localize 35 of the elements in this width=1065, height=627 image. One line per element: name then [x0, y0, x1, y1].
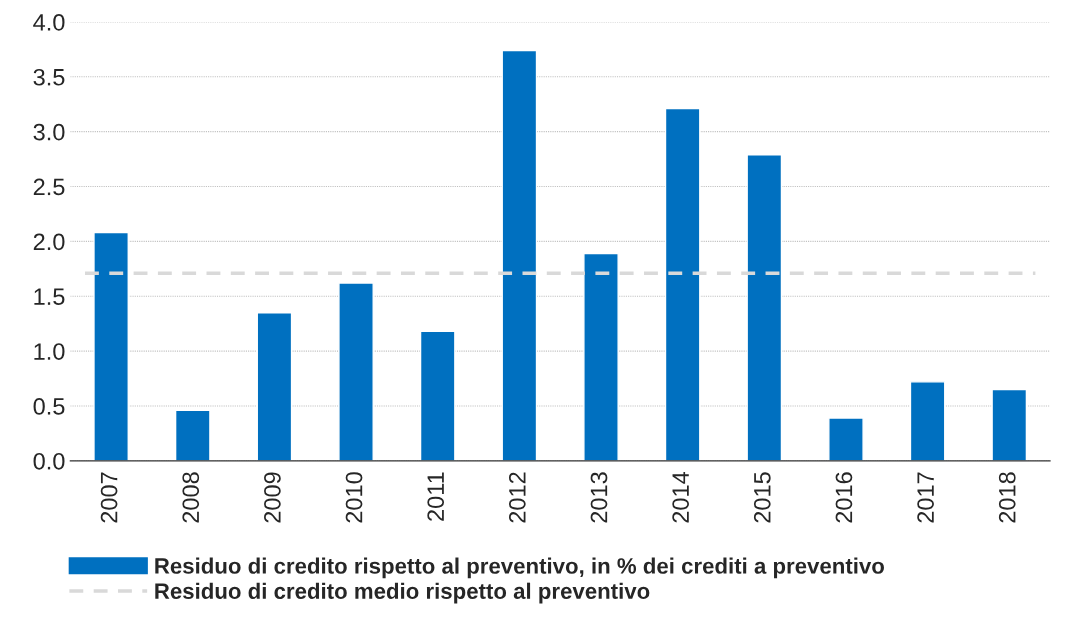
bar — [828, 417, 864, 461]
bar — [174, 409, 211, 461]
bar — [991, 388, 1028, 461]
legend-label: Residuo di credito medio rispetto al preventivo — [155, 582, 650, 604]
x-tick-label: 2011 — [427, 472, 445, 521]
x-tick-label: 2016 — [835, 472, 853, 523]
y-tick-label: 3.0 — [33, 123, 65, 141]
y-tick-label: 1.5 — [34, 288, 65, 306]
x-tick-label: 2007 — [100, 472, 118, 523]
x-tick-label: 2012 — [508, 472, 526, 523]
x-tick-label: 2018 — [998, 472, 1016, 523]
x-tick-label: 2008 — [182, 472, 200, 523]
x-tick-label: 2015 — [753, 472, 771, 523]
bar — [338, 282, 374, 461]
bar — [664, 107, 701, 461]
y-tick-label: 3.5 — [33, 68, 65, 86]
y-tick-label: 0.5 — [33, 398, 65, 415]
bar — [93, 231, 129, 461]
bar — [419, 330, 456, 461]
legend-label: Residuo di credito rispetto al preventivo, in % dei crediti a preventivo — [155, 557, 884, 579]
y-tick-label: 2.0 — [33, 233, 65, 251]
y-tick-label: 1.0 — [34, 343, 65, 360]
bar — [501, 49, 538, 461]
y-tick-label: 4.0 — [33, 14, 65, 31]
bar — [583, 252, 619, 461]
x-tick-label: 2014 — [672, 471, 689, 523]
bar — [909, 381, 946, 461]
x-tick-label: 2013 — [590, 472, 608, 523]
y-tick-label: 0.0 — [33, 452, 65, 470]
bar — [256, 312, 293, 461]
x-tick-label: 2010 — [345, 472, 363, 523]
x-tick-label: 2009 — [264, 472, 281, 523]
x-tick-label: 2017 — [917, 472, 934, 523]
bar — [746, 154, 783, 461]
y-tick-label: 2.5 — [33, 178, 65, 196]
